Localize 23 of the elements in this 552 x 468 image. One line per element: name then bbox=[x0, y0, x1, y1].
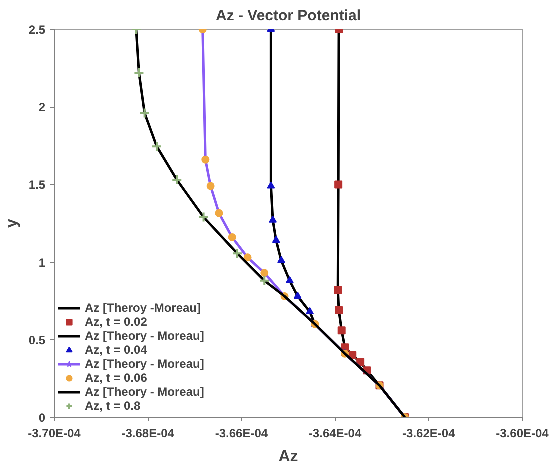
chart-title: Az - Vector Potential bbox=[216, 8, 362, 24]
legend-label: Az [Theory - Moreau] bbox=[85, 357, 204, 371]
legend-label: Az [Theroy -Moreau] bbox=[85, 301, 202, 315]
y-tick-label: 1 bbox=[38, 256, 46, 270]
x-axis-title: Az bbox=[278, 448, 298, 466]
x-tick-label: -3.70E-04 bbox=[28, 426, 82, 440]
y-tick-label: 0.5 bbox=[28, 333, 46, 348]
legend-label: Az, t = 0.06 bbox=[85, 371, 148, 385]
legend-label: Az [Theory - Moreau] bbox=[85, 329, 204, 343]
y-axis-title: y bbox=[4, 218, 21, 228]
x-tick-label: -3.62E-04 bbox=[402, 426, 456, 440]
legend-label: Az, t = 0.8 bbox=[85, 399, 141, 413]
y-tick-label: 2.5 bbox=[28, 23, 46, 37]
legend-label: Az, t = 0.02 bbox=[85, 315, 148, 329]
legend-label: Az, t = 0.04 bbox=[85, 343, 148, 357]
x-tick-label: -3.60E-04 bbox=[496, 426, 550, 440]
y-tick-label: 1.5 bbox=[28, 178, 46, 192]
x-tick-label: -3.68E-04 bbox=[122, 426, 175, 440]
x-tick-label: -3.66E-04 bbox=[215, 426, 268, 440]
x-tick-label: -3.64E-04 bbox=[308, 426, 362, 440]
legend-label: Az [Theory - Moreau] bbox=[85, 385, 204, 399]
y-tick-label: 2 bbox=[38, 100, 46, 115]
y-tick-label: 0 bbox=[38, 411, 46, 425]
